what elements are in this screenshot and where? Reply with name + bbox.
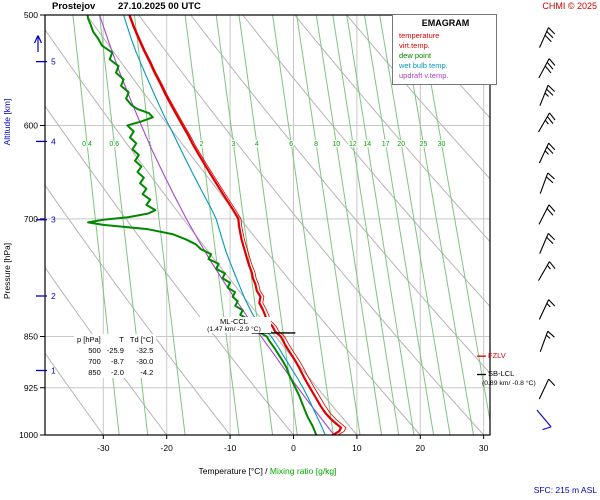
mixing-ratio-label: 25 [419, 141, 427, 148]
mixing-ratio-labels: 0.4 0.6 1 2 3 4 6 8 10 12 14 17 20 25 30 [81, 140, 447, 150]
cell-p-500: 500 [88, 346, 101, 355]
wind-barb [538, 204, 556, 225]
temperature-tick-label: -20 [161, 443, 174, 453]
wind-barbs [536, 27, 556, 431]
wind-barb [538, 378, 556, 400]
mixing-ratio-label: 10 [332, 141, 340, 148]
wind-barb [538, 58, 556, 79]
legend-entry-updraft: updraft v.temp. [399, 71, 449, 80]
legend-entry-dew-point: dew point [399, 51, 432, 60]
altitude-tick-label: 1 [51, 365, 56, 375]
altitude-tick-label: 5 [51, 57, 56, 67]
cell-td-700: -30.0 [136, 357, 154, 366]
axis-ticks: 500 600 700 850 925 1000 -30 -20 -10 0 10 20 30 [19, 10, 489, 453]
wet-bulb-temp-curve [123, 15, 326, 435]
mixing-ratio-label: 8 [314, 141, 318, 148]
cell-t-500: -25.9 [106, 346, 124, 355]
dew-point-curve [86, 15, 318, 435]
sb-lcl-detail: (0.89 km/ -0.8 °C) [482, 380, 536, 387]
wind-barb [539, 172, 555, 194]
cell-p-850: 850 [88, 368, 101, 377]
legend-title: EMAGRAM [421, 18, 470, 28]
cell-t-700: -8.7 [110, 357, 124, 366]
mixing-ratio-label: 4 [255, 141, 259, 148]
ml-ccl-detail: (1.47 km/ -2.9 °C) [207, 326, 261, 333]
sounding-datetime: 27.10.2025 00 UTC [118, 1, 201, 12]
x-axis-label-temperature: Temperature [°C] / [198, 466, 268, 476]
pressure-tick-label: 925 [24, 383, 38, 393]
col-pressure: p [hPa] [77, 335, 101, 344]
table-row: 850 -2.0 -4.2 [74, 367, 156, 378]
temperature-curve [128, 15, 343, 435]
temperature-tick-label: 10 [352, 443, 362, 453]
cell-p-700: 700 [88, 357, 101, 366]
pressure-tick-label: 700 [24, 214, 38, 224]
wind-barb [538, 261, 556, 281]
ml-ccl-label: ML-CCL [220, 317, 248, 326]
pressure-tick-label: 500 [24, 10, 38, 20]
cell-td-500: -32.5 [136, 346, 154, 355]
mixing-ratio-label: 0.6 [109, 141, 119, 148]
temperature-tick-label: 0 [291, 443, 296, 453]
altitude-axis: 1 2 3 4 5 [36, 57, 56, 375]
wind-barb [539, 27, 556, 48]
legend-box: EMAGRAM temperature virt.temp. dew point… [392, 14, 497, 85]
temperature-tick-label: 20 [416, 443, 426, 453]
table-row: 700 -8.7 -30.0 [74, 356, 156, 367]
wind-barb [539, 84, 555, 106]
pressure-tick-label: 600 [24, 120, 38, 130]
mixing-ratio-label: 30 [438, 141, 446, 148]
wind-barb [538, 299, 556, 320]
station-name: Prostejov [52, 1, 96, 12]
wind-barb [539, 330, 555, 353]
mixing-ratio-label: 20 [397, 141, 405, 148]
sb-lcl-label: SB-LCL [488, 369, 515, 378]
col-temperature: T [119, 335, 124, 344]
altitude-tick-label: 3 [51, 215, 56, 225]
legend-entry-temperature: temperature [399, 31, 440, 40]
sounding-curves [86, 15, 347, 435]
surface-elevation-label: SFC: 215 m ASL [533, 485, 597, 495]
wind-barb [538, 112, 556, 133]
pressure-axis-label: Pressure [hPa] [2, 242, 12, 300]
copyright-label: CHMI © 2025 [542, 1, 597, 11]
legend-entry-wet-bulb: wet bulb temp. [399, 61, 448, 70]
pressure-tick-label: 850 [24, 332, 38, 342]
sounding-table: p [hPa] T Td [°C] 500 -25.9 -32.5 700 -8… [74, 334, 157, 378]
col-dewpoint: Td [°C] [129, 335, 154, 344]
virt-temp-curve [129, 15, 347, 435]
ml-ccl-annotation: ML-CCL (1.47 km/ -2.9 °C) [197, 317, 271, 333]
mixing-ratio-label: 2 [200, 141, 204, 148]
cell-t-850: -2.0 [110, 368, 124, 377]
temperature-tick-label: -10 [224, 443, 237, 453]
altitude-tick-label: 4 [51, 136, 56, 146]
mixing-ratio-label: 12 [349, 141, 357, 148]
altitude-tick-label: 2 [51, 291, 56, 301]
wind-barb [538, 142, 556, 164]
mixing-ratio-lines [72, 15, 490, 435]
table-row: 500 -25.9 -32.5 [74, 345, 156, 356]
wind-barb [539, 232, 556, 254]
mixing-ratio-label: 6 [289, 141, 293, 148]
x-axis-label: Temperature [°C] / Mixing ratio [g/kg] [45, 466, 490, 476]
temperature-tick-label: -30 [97, 443, 110, 453]
x-axis-label-mixing-ratio: Mixing ratio [g/kg] [269, 466, 337, 476]
mixing-ratio-label: 17 [382, 141, 390, 148]
altitude-axis-label: Altitude [km] [2, 98, 12, 146]
legend-entry-virt-temp: virt.temp. [399, 41, 430, 50]
pressure-tick-label: 1000 [19, 430, 38, 440]
sounding-table-header-row: p [hPa] T Td [°C] [74, 334, 156, 345]
fzlv-label: FZLV [488, 351, 506, 360]
mixing-ratio-label: 3 [231, 141, 235, 148]
plot-frame [44, 14, 491, 436]
altitude-axis-arrow [33, 35, 43, 52]
dry-adiabats [45, 15, 490, 435]
temperature-tick-label: 30 [479, 443, 489, 453]
mixing-ratio-label: 0.4 [82, 141, 92, 148]
wind-barb [536, 409, 552, 431]
mixing-ratio-label: 14 [363, 141, 371, 148]
cell-td-850: -4.2 [140, 368, 154, 377]
